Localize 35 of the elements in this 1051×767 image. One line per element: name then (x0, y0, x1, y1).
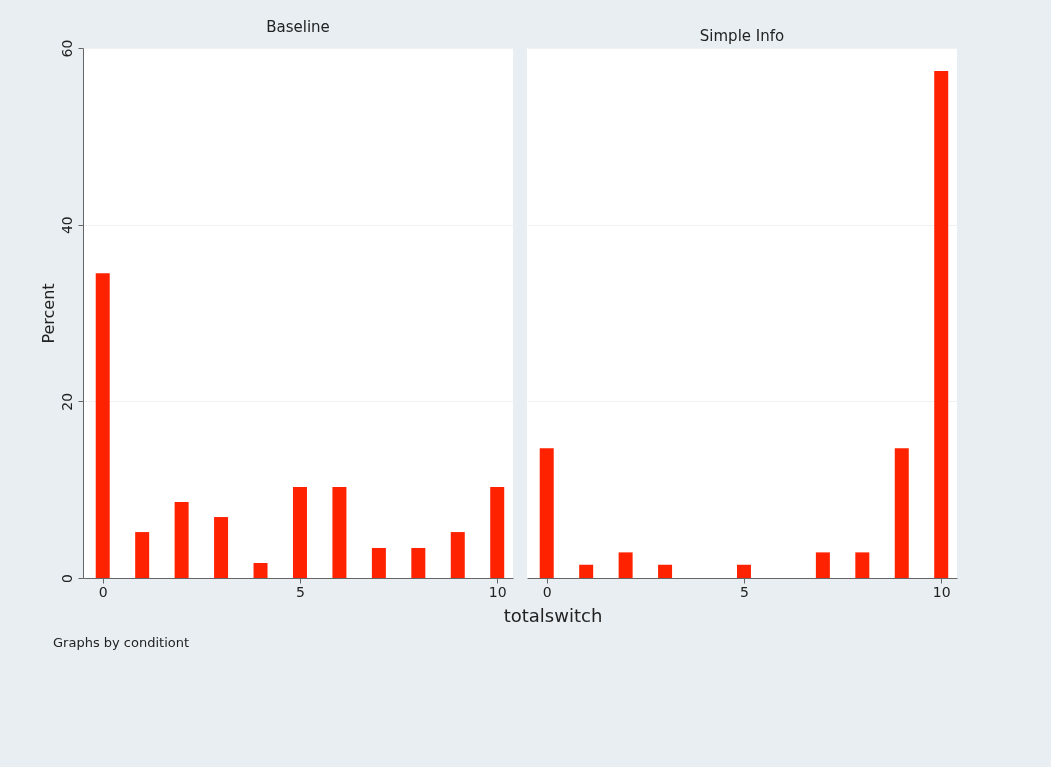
text: Graphs by conditiont (53, 635, 190, 650)
y-tick-label: 60 (58, 39, 75, 58)
y-tick-label: 0 (58, 574, 75, 583)
x-tick-label: 10 (932, 583, 951, 600)
bar (174, 502, 189, 578)
chart-title: Simple Info (699, 27, 785, 45)
x-tick-label: 5 (296, 583, 305, 600)
bar (815, 552, 830, 578)
bar (934, 70, 949, 578)
bar (736, 564, 751, 578)
bar (618, 552, 633, 578)
bar (135, 532, 150, 578)
bar (371, 547, 386, 578)
bar (658, 564, 673, 578)
bar (292, 487, 307, 578)
bar (490, 487, 505, 578)
x-tick-label: 10 (488, 583, 507, 600)
y-tick-label: 20 (58, 392, 75, 411)
x-tick-label: 5 (740, 583, 749, 600)
bar (332, 487, 347, 578)
x-axis-title: totalswitch (503, 605, 603, 626)
chart-title: Baseline (266, 18, 330, 37)
x-tick-label: 0 (542, 583, 552, 600)
y-tick-label: 40 (58, 216, 75, 235)
bar (539, 448, 554, 578)
bar (214, 517, 229, 578)
bar (95, 273, 110, 578)
bar (579, 564, 594, 578)
bar (253, 562, 268, 578)
bar (450, 532, 465, 578)
bar (894, 448, 909, 578)
y-axis-title: Percent (38, 283, 58, 344)
bar (855, 552, 870, 578)
x-tick-label: 0 (98, 583, 108, 600)
bar (411, 547, 426, 578)
